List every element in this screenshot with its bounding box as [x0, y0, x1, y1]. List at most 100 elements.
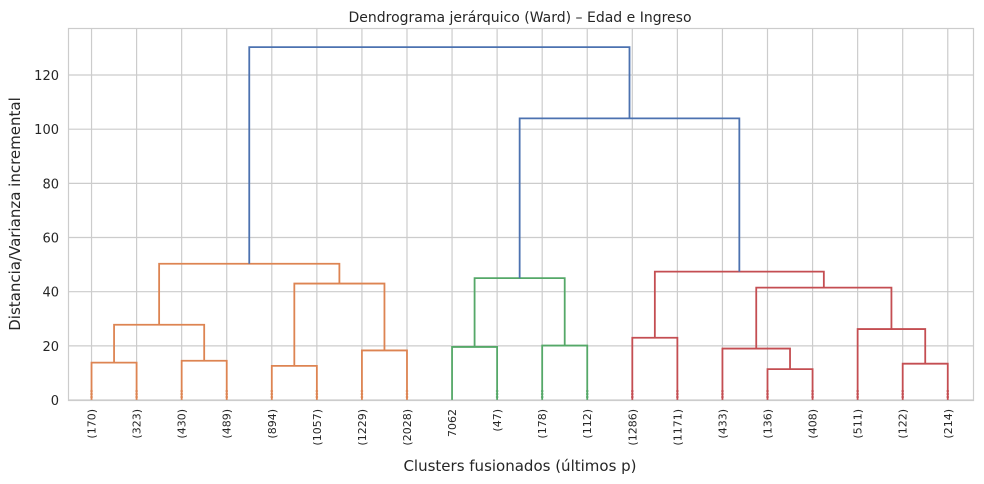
dendrogram-link	[293, 282, 386, 366]
y-tick-label: 120	[34, 69, 59, 84]
leaf-marker	[721, 389, 724, 393]
y-axis-ticks: 0 20 40 60 80 100 120	[34, 69, 59, 409]
leaf-marker	[315, 389, 319, 393]
dendrogram-link	[518, 117, 741, 279]
leaf-marker	[811, 392, 814, 396]
leaf-marker	[540, 395, 544, 399]
leaf-marker	[540, 392, 544, 396]
leaf-marker	[811, 389, 814, 393]
leaf-marker	[585, 392, 589, 396]
dendrogram-link	[721, 347, 791, 400]
leaf-marker	[766, 389, 769, 393]
dendrogram-link	[248, 46, 631, 264]
leaf-marker	[946, 395, 950, 399]
dendrogram-link	[90, 361, 138, 400]
leaf-marker	[405, 395, 409, 399]
leaf-label: (323)	[131, 409, 144, 439]
leaf-label: 7062	[446, 409, 459, 437]
x-axis-ticks: (170) (323) (430) (489) (894) (1057) (1229) (20…	[86, 409, 955, 446]
leaf-marker	[631, 395, 634, 399]
y-tick-label: 0	[51, 394, 59, 409]
leaf-marker	[856, 389, 859, 393]
leaf-marker	[180, 395, 183, 399]
leaf-marker	[901, 389, 904, 393]
leaf-label: (1286)	[626, 409, 639, 446]
leaf-label: (2028)	[401, 409, 414, 446]
dendrogram-link	[158, 262, 341, 325]
dendrogram-link	[541, 344, 589, 400]
leaf-marker	[270, 392, 274, 396]
leaf-marker	[270, 395, 274, 399]
dendrogram-link	[766, 368, 814, 400]
dendrogram-link	[473, 277, 566, 347]
leaf-marker	[676, 395, 679, 399]
leaf-label: (122)	[897, 409, 910, 439]
y-tick-label: 60	[42, 232, 59, 247]
leaf-marker	[585, 389, 589, 393]
leaf-marker	[946, 389, 950, 393]
leaf-marker	[90, 395, 93, 399]
leaf-marker	[946, 392, 950, 396]
y-axis-label: Distancia/Varianza incremental	[6, 97, 24, 331]
y-tick-label: 40	[42, 286, 59, 301]
leaf-marker	[495, 389, 499, 393]
leaf-marker	[766, 395, 769, 399]
dendrogram-link	[113, 323, 206, 363]
leaf-markers	[90, 389, 950, 399]
y-tick-label: 100	[34, 123, 59, 138]
leaf-marker	[270, 389, 274, 393]
leaf-marker	[405, 392, 409, 396]
leaf-label: (1171)	[671, 409, 684, 446]
leaf-marker	[360, 389, 364, 393]
dendrogram-link	[631, 336, 679, 400]
leaf-marker	[495, 392, 499, 396]
leaf-marker	[540, 389, 544, 393]
leaf-marker	[225, 392, 229, 396]
leaf-marker	[585, 395, 589, 399]
dendrogram-link	[361, 349, 408, 400]
leaf-marker	[360, 395, 364, 399]
leaf-label: (1057)	[311, 409, 324, 446]
dendrogram-link	[653, 270, 825, 338]
dendrogram-link	[901, 362, 949, 400]
leaf-marker	[495, 395, 499, 399]
leaf-marker	[180, 389, 183, 393]
leaf-marker	[721, 392, 724, 396]
leaf-marker	[901, 392, 904, 396]
dendrogram-links	[90, 46, 949, 400]
dendrogram-link	[755, 286, 893, 349]
leaf-label: (489)	[221, 409, 234, 439]
leaf-marker	[360, 392, 364, 396]
leaf-marker	[676, 389, 679, 393]
leaf-marker	[721, 395, 724, 399]
leaf-label: (112)	[581, 409, 594, 439]
leaf-marker	[225, 389, 229, 393]
dendrogram-link	[856, 328, 927, 400]
leaf-marker	[766, 392, 769, 396]
leaf-marker	[135, 389, 138, 393]
leaf-marker	[811, 395, 814, 399]
plot-frame	[67, 27, 975, 402]
dendrogram-link	[180, 359, 228, 400]
leaf-marker	[856, 395, 859, 399]
leaf-label: (433)	[716, 409, 729, 439]
dendrogram-link	[451, 346, 499, 400]
leaf-label: (178)	[536, 409, 549, 439]
leaf-label: (136)	[762, 409, 775, 439]
leaf-marker	[225, 395, 229, 399]
leaf-label: (430)	[176, 409, 189, 439]
leaf-marker	[90, 389, 93, 393]
leaf-label: (170)	[86, 409, 99, 439]
leaf-marker	[135, 392, 138, 396]
leaf-label: (511)	[852, 409, 865, 439]
leaf-marker	[405, 389, 409, 393]
x-axis-label: Clusters fusionados (últimos p)	[403, 457, 636, 475]
leaf-marker	[180, 392, 183, 396]
leaf-marker	[315, 395, 319, 399]
chart-title: Dendrograma jerárquico (Ward) – Edad e I…	[348, 10, 691, 26]
dendrogram-link	[270, 364, 318, 400]
leaf-marker	[856, 392, 859, 396]
leaf-label: (894)	[266, 409, 279, 439]
grid-lines	[69, 29, 973, 401]
